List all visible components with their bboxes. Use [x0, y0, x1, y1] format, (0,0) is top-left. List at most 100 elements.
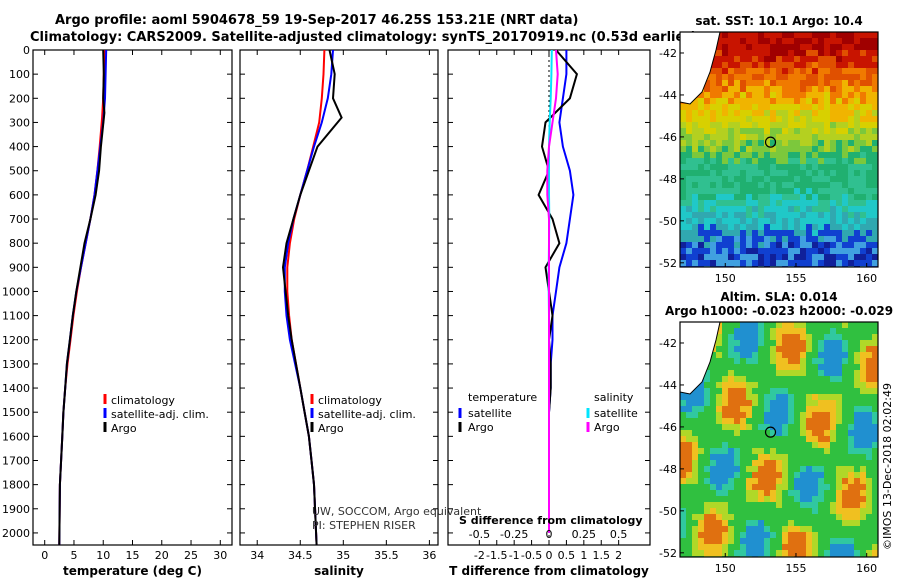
map-cell: [770, 86, 776, 92]
map-cell: [728, 164, 734, 170]
map-cell: [836, 152, 842, 158]
map-cell: [818, 496, 824, 502]
map-cell: [800, 200, 806, 206]
map-cell: [812, 248, 818, 254]
map-cell: [764, 364, 770, 370]
map-cell: [800, 152, 806, 158]
map-cell: [740, 242, 746, 248]
map-cell: [752, 496, 758, 502]
map-cell: [746, 328, 752, 334]
map-cell: [722, 394, 728, 400]
map-cell: [686, 140, 692, 146]
map-cell: [836, 430, 842, 436]
map-cell: [758, 442, 764, 448]
map-cell: [794, 92, 800, 98]
map-cell: [710, 370, 716, 376]
map-cell: [734, 212, 740, 218]
map-cell: [704, 140, 710, 146]
map-cell: [860, 550, 866, 556]
map-cell: [848, 502, 854, 508]
map-cell: [848, 418, 854, 424]
map-cell: [800, 110, 806, 116]
map-cell: [848, 260, 854, 266]
map-cell: [686, 104, 692, 110]
map-cell: [734, 550, 740, 556]
map-cell: [764, 538, 770, 544]
map-cell: [686, 146, 692, 152]
map-cell: [782, 544, 788, 550]
map-cell: [824, 478, 830, 484]
map-cell: [860, 454, 866, 460]
map-cell: [788, 62, 794, 68]
map-cell: [782, 134, 788, 140]
map-cell: [692, 158, 698, 164]
map-cell: [848, 110, 854, 116]
map-cell: [692, 430, 698, 436]
map-cell: [836, 188, 842, 194]
map-cell: [794, 62, 800, 68]
map-cell: [722, 502, 728, 508]
map-cell: [740, 38, 746, 44]
map-cell: [764, 418, 770, 424]
map-cell: [728, 430, 734, 436]
y-tick-label: 500: [9, 165, 30, 178]
map-cell: [872, 38, 878, 44]
map-cell: [728, 358, 734, 364]
x-axis-label: salinity: [314, 564, 364, 578]
map-cell: [788, 176, 794, 182]
y-tick-label: 700: [9, 213, 30, 226]
map-cell: [842, 394, 848, 400]
map-cell: [728, 260, 734, 266]
map-cell: [830, 68, 836, 74]
map-cell: [788, 448, 794, 454]
map-cell: [842, 388, 848, 394]
map-cell: [740, 358, 746, 364]
map-cell: [746, 80, 752, 86]
map-cell: [800, 526, 806, 532]
map-cell: [680, 484, 686, 490]
map-cell: [788, 98, 794, 104]
map-cell: [686, 550, 692, 556]
map-cell: [734, 80, 740, 86]
map-cell: [782, 442, 788, 448]
map-cell: [722, 334, 728, 340]
map-cell: [776, 140, 782, 146]
map-cell: [698, 436, 704, 442]
map-cell: [794, 412, 800, 418]
map-cell: [782, 176, 788, 182]
map-cell: [680, 496, 686, 502]
map-cell: [752, 400, 758, 406]
map-cell: [794, 484, 800, 490]
map-cell: [854, 394, 860, 400]
map-cell: [788, 400, 794, 406]
map-cell: [806, 550, 812, 556]
map-cell: [854, 44, 860, 50]
map-cell: [824, 218, 830, 224]
map-cell: [692, 218, 698, 224]
map-cell: [734, 182, 740, 188]
map-cell: [812, 436, 818, 442]
map-cell: [752, 382, 758, 388]
map-cell: [770, 32, 776, 38]
map-cell: [734, 322, 740, 328]
map-cell: [752, 376, 758, 382]
map-cell: [806, 496, 812, 502]
series-argo: [58, 49, 106, 546]
x-tick-label: 10: [96, 549, 110, 562]
map-cell: [866, 248, 872, 254]
map-cell: [776, 340, 782, 346]
map-cell: [722, 122, 728, 128]
map-cell: [698, 484, 704, 490]
map-cell: [746, 382, 752, 388]
legend-label: climatology: [318, 394, 382, 407]
map-cell: [788, 164, 794, 170]
map-cell: [830, 466, 836, 472]
map-cell: [776, 532, 782, 538]
map-cell: [758, 254, 764, 260]
map-cell: [740, 448, 746, 454]
map-cell: [752, 358, 758, 364]
map-cell: [710, 520, 716, 526]
map-cell: [860, 50, 866, 56]
map-cell: [716, 122, 722, 128]
map-cell: [788, 212, 794, 218]
